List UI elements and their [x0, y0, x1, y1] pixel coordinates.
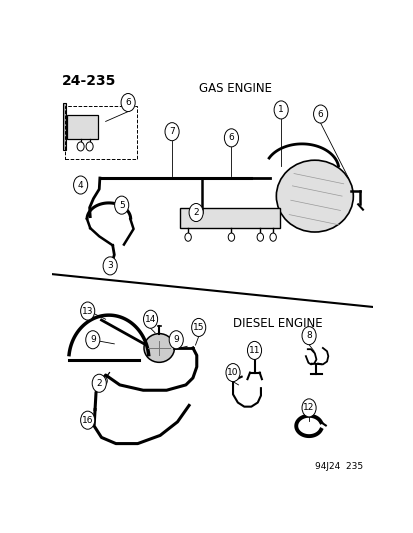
Text: 6: 6 — [125, 98, 131, 107]
Circle shape — [313, 105, 327, 123]
Circle shape — [269, 233, 276, 241]
Circle shape — [191, 318, 205, 336]
Text: 4: 4 — [78, 181, 83, 190]
Text: 14: 14 — [145, 314, 156, 324]
Circle shape — [92, 374, 106, 392]
Circle shape — [81, 411, 95, 429]
Text: 2: 2 — [193, 208, 199, 217]
Circle shape — [81, 302, 95, 320]
Circle shape — [301, 327, 316, 345]
Text: 9: 9 — [90, 335, 95, 344]
Text: 6: 6 — [228, 133, 234, 142]
Circle shape — [169, 330, 183, 349]
Circle shape — [77, 142, 84, 151]
Text: 24-235: 24-235 — [61, 74, 116, 88]
Ellipse shape — [276, 160, 353, 232]
Text: 16: 16 — [82, 416, 93, 425]
Text: 3: 3 — [107, 261, 113, 270]
Circle shape — [85, 330, 100, 349]
Circle shape — [185, 233, 191, 241]
FancyBboxPatch shape — [180, 208, 279, 228]
Text: DIESEL ENGINE: DIESEL ENGINE — [233, 317, 322, 330]
Text: 2: 2 — [96, 379, 102, 388]
Circle shape — [143, 310, 157, 328]
Text: GAS ENGINE: GAS ENGINE — [199, 82, 272, 95]
Text: 15: 15 — [192, 323, 204, 332]
Circle shape — [74, 176, 88, 194]
Text: 8: 8 — [306, 331, 311, 340]
Circle shape — [114, 196, 128, 214]
Text: 94J24  235: 94J24 235 — [314, 462, 362, 471]
Text: 12: 12 — [303, 403, 314, 413]
Circle shape — [103, 257, 117, 275]
Text: 11: 11 — [248, 346, 260, 355]
FancyBboxPatch shape — [63, 103, 65, 150]
Circle shape — [301, 399, 316, 417]
Circle shape — [86, 142, 93, 151]
Text: 7: 7 — [169, 127, 175, 136]
Text: 10: 10 — [227, 368, 238, 377]
Circle shape — [165, 123, 179, 141]
Circle shape — [247, 342, 261, 359]
FancyBboxPatch shape — [67, 115, 97, 139]
Ellipse shape — [144, 334, 174, 362]
Circle shape — [256, 233, 263, 241]
Circle shape — [121, 93, 135, 111]
Text: 9: 9 — [173, 335, 179, 344]
Circle shape — [225, 364, 240, 382]
Circle shape — [228, 233, 234, 241]
Text: 6: 6 — [317, 109, 323, 118]
Text: 13: 13 — [82, 306, 93, 316]
Circle shape — [189, 204, 203, 222]
Text: 1: 1 — [278, 106, 283, 115]
Text: 5: 5 — [119, 200, 124, 209]
Circle shape — [273, 101, 287, 119]
Circle shape — [224, 129, 238, 147]
Circle shape — [100, 376, 107, 385]
